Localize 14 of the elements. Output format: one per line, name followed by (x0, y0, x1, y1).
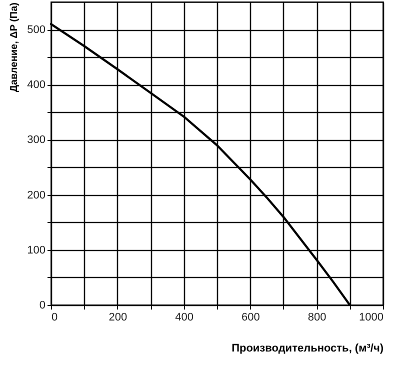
y-tick-label: 0 (39, 300, 46, 312)
x-tick-label: 1000 (359, 312, 384, 324)
x-tick-label: 200 (108, 312, 128, 324)
y-tick-label: 500 (27, 24, 46, 36)
x-axis-title: Производительность, (м³/ч) (232, 342, 384, 354)
y-tick-label: 100 (27, 244, 46, 256)
x-tick-label: 600 (242, 312, 260, 324)
y-tick-label: 400 (27, 79, 46, 92)
x-tick-label: 0 (52, 312, 58, 324)
x-tick-label: 400 (175, 312, 194, 324)
x-tick-label: 800 (308, 312, 326, 324)
y-tick-label: 300 (27, 134, 46, 146)
y-tick-label: 200 (27, 189, 46, 202)
y-axis-title: Давление, ΔP (Па) (9, 2, 20, 92)
